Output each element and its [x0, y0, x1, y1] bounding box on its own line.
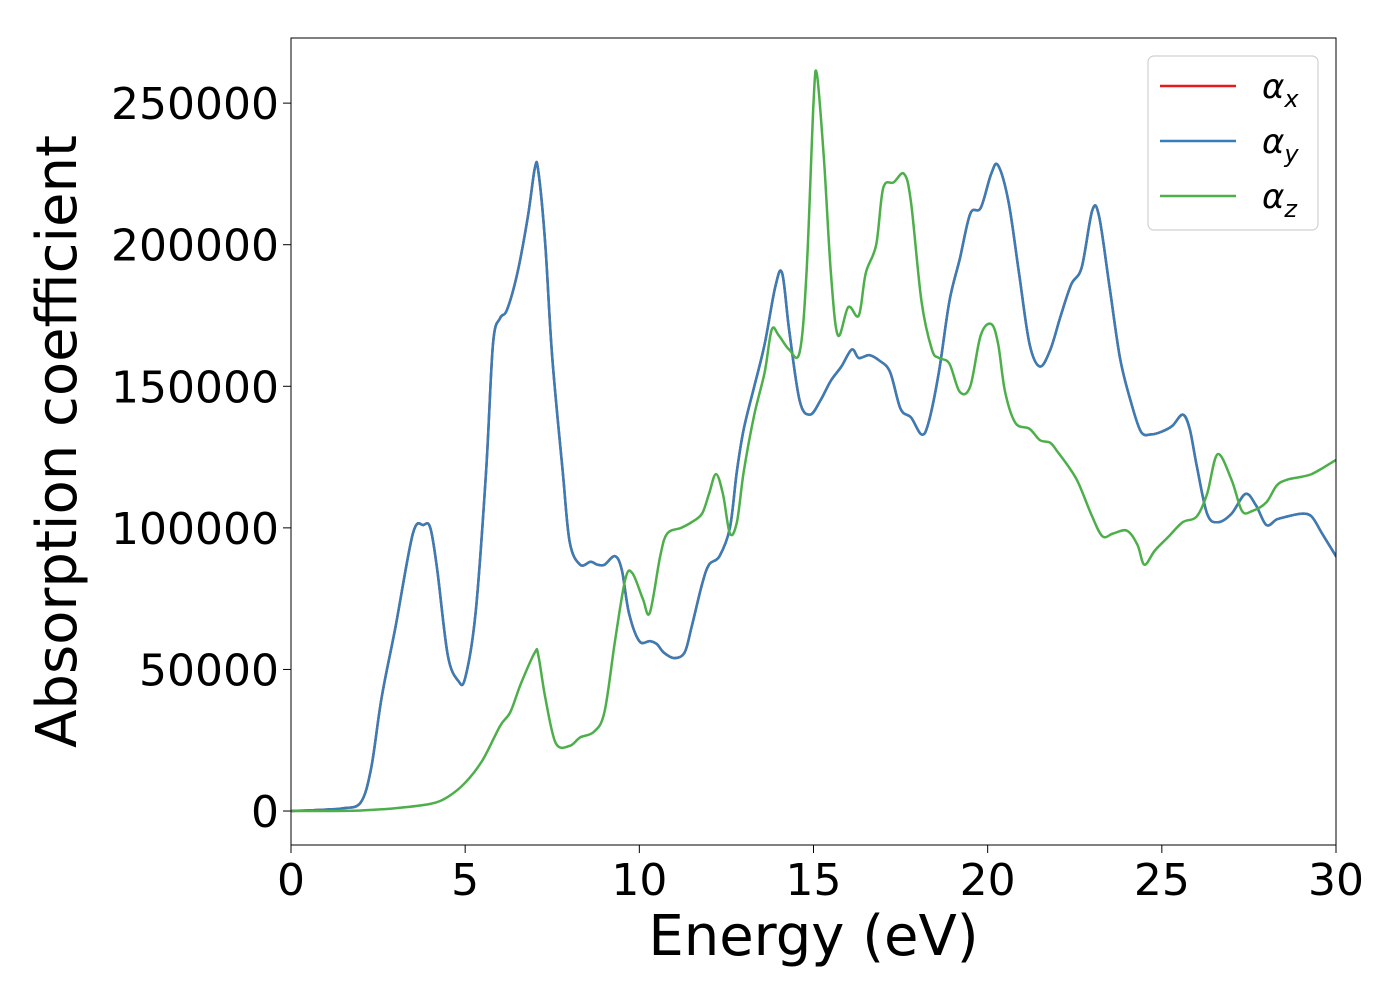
x-tick-label: 15 [786, 855, 842, 906]
y-axis-ticks: 0 50000 100000 150000 200000 250000 [111, 79, 291, 838]
legend-box [1147, 55, 1319, 231]
plot-frame [290, 37, 1337, 846]
y-tick-label: 100000 [111, 504, 279, 555]
x-axis-ticks: 0 5 10 15 20 25 30 [277, 845, 1364, 906]
legend-label: αx [1262, 67, 1299, 113]
legend: αx αy αz [1147, 55, 1319, 231]
y-tick-label: 250000 [111, 79, 279, 130]
y-axis-label: Absorption coefficient [25, 135, 90, 748]
legend-label: αy [1262, 122, 1299, 168]
x-axis-label: Energy (eV) [648, 904, 978, 969]
series-line-alpha-y [291, 160, 1336, 813]
x-tick-label: 30 [1308, 855, 1364, 906]
y-tick-label: 0 [251, 787, 279, 838]
series-line-alpha-z [291, 69, 1336, 813]
x-tick-label: 20 [960, 855, 1016, 906]
x-tick-label: 25 [1134, 855, 1190, 906]
legend-label: αz [1262, 177, 1298, 223]
y-tick-label: 150000 [111, 362, 279, 413]
x-tick-label: 10 [611, 855, 667, 906]
x-tick-label: 0 [277, 855, 305, 906]
y-tick-label: 200000 [111, 221, 279, 272]
x-tick-label: 5 [451, 855, 479, 906]
y-tick-label: 50000 [139, 645, 279, 696]
plot-lines [291, 69, 1336, 813]
